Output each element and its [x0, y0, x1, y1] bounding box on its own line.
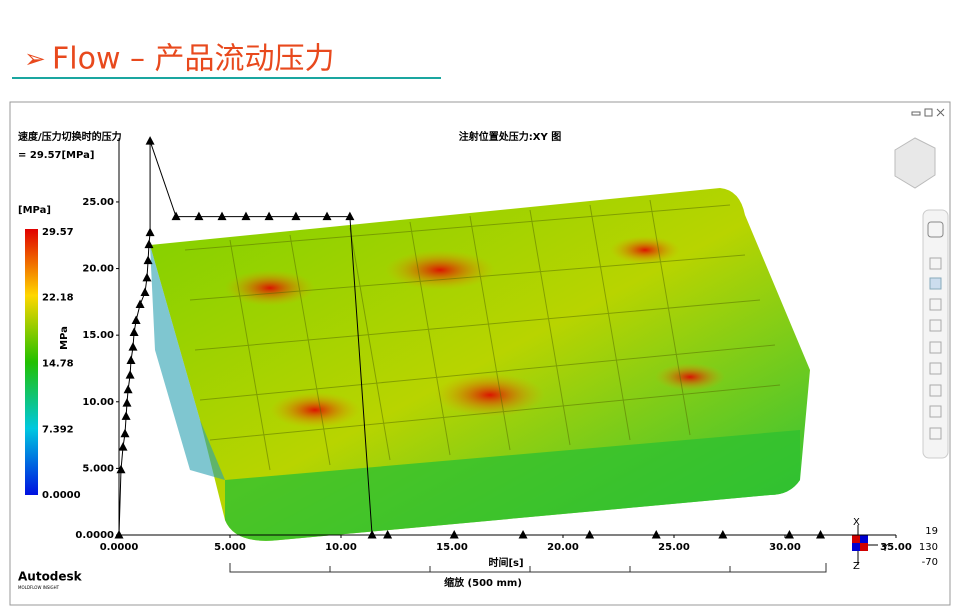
axis-z: Z	[853, 561, 860, 572]
coord: -70	[922, 557, 938, 568]
colorbar-tick-label: 29.57	[42, 227, 74, 238]
tool-button[interactable]	[929, 427, 942, 440]
tool-button[interactable]	[929, 298, 942, 311]
colorbar-tick-label: 22.18	[42, 293, 74, 304]
axis-x: X	[853, 517, 860, 528]
part-model	[150, 188, 810, 541]
colorbar-tick-label: 7.392	[42, 424, 74, 435]
data-point	[241, 211, 251, 221]
data-point	[116, 464, 126, 474]
y-tick-label: 25.00	[82, 197, 114, 208]
brand-product: MOLDFLOW INSIGHT	[18, 585, 60, 590]
x-tick-label: 0.0000	[100, 542, 139, 553]
view-cube[interactable]	[894, 137, 936, 189]
slide-bullet: ➢	[24, 45, 46, 75]
data-point	[140, 287, 150, 297]
data-point	[142, 272, 152, 282]
colorbar-unit: [MPa]	[18, 205, 51, 216]
data-point	[816, 530, 826, 539]
data-point	[518, 530, 528, 539]
data-point	[143, 255, 153, 265]
coord: 19	[925, 526, 938, 537]
colorbar-label: MPa	[59, 326, 70, 350]
data-point	[135, 299, 145, 309]
data-point	[122, 398, 132, 407]
chart-title: 注射位置处压力:XY 图	[459, 130, 561, 143]
data-point	[194, 211, 204, 221]
data-point	[449, 530, 459, 539]
tool-button[interactable]	[929, 405, 942, 418]
slide-title: Flow – 产品流动压力	[52, 42, 335, 77]
data-point	[322, 211, 332, 221]
tool-button[interactable]	[929, 341, 942, 354]
colorbar-tick-label: 14.78	[42, 359, 74, 370]
colorbar-tick-label: 0.0000	[42, 490, 81, 501]
data-point	[145, 227, 155, 237]
data-point	[367, 530, 377, 539]
scale-label: 缩放 (500 mm)	[444, 576, 522, 589]
x-tick-label: 20.00	[547, 542, 579, 553]
result-name: 速度/压力切换时的压力	[18, 130, 122, 143]
data-point	[129, 327, 139, 337]
data-point	[217, 211, 227, 221]
brand-name: Autodesk	[18, 570, 83, 584]
tool-button[interactable]	[929, 384, 942, 397]
data-point	[145, 136, 155, 145]
x-axis-label: 时间[s]	[488, 556, 523, 569]
scale-bar	[229, 563, 827, 573]
data-point	[126, 355, 136, 364]
axis-y: Y	[881, 543, 889, 554]
tool-button[interactable]	[929, 277, 942, 290]
x-tick-label: 10.00	[325, 542, 357, 553]
toolbar	[922, 209, 949, 459]
minimize-button[interactable]	[911, 111, 921, 116]
data-point	[128, 342, 138, 351]
colorbar	[25, 229, 38, 495]
data-point	[125, 370, 135, 379]
data-point	[144, 239, 154, 249]
x-tick-label: 5.000	[214, 542, 246, 553]
y-tick-label: 15.00	[82, 330, 114, 341]
data-point	[131, 315, 141, 325]
data-point	[585, 530, 595, 539]
y-tick-label: 20.00	[82, 264, 114, 275]
coord: 130	[919, 542, 938, 553]
tool-button[interactable]	[929, 257, 942, 270]
y-tick-label: 5.000	[82, 463, 114, 474]
data-point	[118, 442, 128, 451]
data-point	[651, 530, 661, 539]
data-point	[291, 211, 301, 221]
data-point	[383, 530, 393, 539]
x-tick-label: 35.00	[880, 542, 912, 553]
data-point	[171, 211, 181, 221]
window-controls	[911, 108, 945, 117]
x-tick-label: 15.00	[436, 542, 468, 553]
y-tick-label: 10.00	[82, 397, 114, 408]
tool-button[interactable]	[929, 319, 942, 332]
data-point	[114, 530, 124, 539]
data-point	[345, 211, 355, 221]
data-point	[120, 428, 130, 438]
data-point	[784, 530, 794, 539]
result-value: = 29.57[MPa]	[18, 150, 94, 161]
data-point	[123, 384, 133, 394]
view-triad: X Y Z	[852, 517, 889, 572]
x-tick-label: 25.00	[658, 542, 690, 553]
x-tick-label: 30.00	[769, 542, 801, 553]
data-point	[264, 211, 274, 221]
restore-button[interactable]	[924, 108, 933, 117]
data-point	[718, 530, 728, 539]
tool-button[interactable]	[927, 221, 944, 238]
close-button[interactable]	[936, 108, 945, 117]
y-tick-label: 0.0000	[75, 530, 114, 541]
tool-button[interactable]	[929, 362, 942, 375]
data-point	[121, 411, 131, 420]
